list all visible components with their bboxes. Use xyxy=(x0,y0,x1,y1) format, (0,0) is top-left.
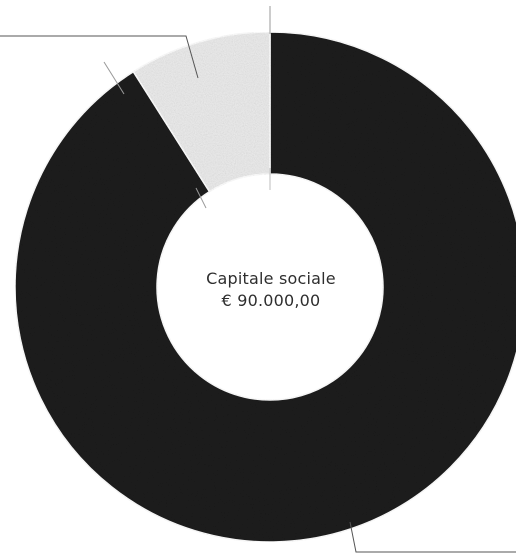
leader-line-large-slice xyxy=(349,521,516,553)
donut-center-label: Capitale sociale € 90.000,00 xyxy=(158,268,384,312)
center-label-amount: € 90.000,00 xyxy=(221,291,321,310)
center-label-title: Capitale sociale xyxy=(206,269,336,288)
tick-mark-hole xyxy=(195,187,207,209)
leader-line-small-slice xyxy=(0,35,199,79)
tick-mark-left xyxy=(103,61,125,95)
donut-slice-0 xyxy=(14,31,516,543)
